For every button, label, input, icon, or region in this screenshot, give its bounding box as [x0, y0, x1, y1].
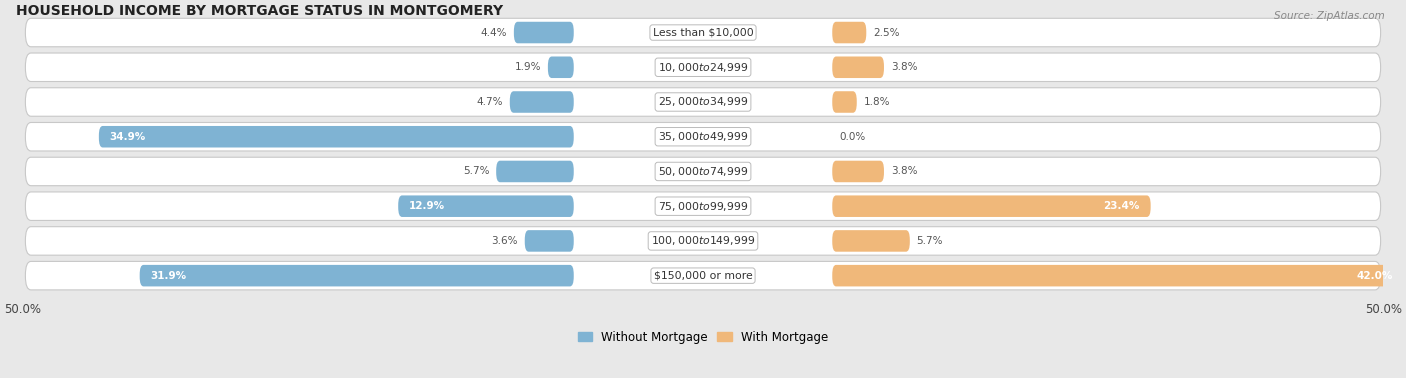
Text: $10,000 to $24,999: $10,000 to $24,999: [658, 61, 748, 74]
FancyBboxPatch shape: [832, 230, 910, 252]
FancyBboxPatch shape: [25, 53, 1381, 82]
Text: 31.9%: 31.9%: [150, 271, 187, 280]
Text: $75,000 to $99,999: $75,000 to $99,999: [658, 200, 748, 213]
Text: 1.9%: 1.9%: [515, 62, 541, 72]
FancyBboxPatch shape: [832, 22, 866, 43]
FancyBboxPatch shape: [25, 88, 1381, 116]
Text: 4.4%: 4.4%: [481, 28, 508, 37]
Text: 3.8%: 3.8%: [891, 166, 917, 177]
FancyBboxPatch shape: [25, 227, 1381, 255]
FancyBboxPatch shape: [524, 230, 574, 252]
FancyBboxPatch shape: [832, 161, 884, 182]
Text: Source: ZipAtlas.com: Source: ZipAtlas.com: [1274, 11, 1385, 21]
Text: 0.0%: 0.0%: [839, 132, 865, 142]
Text: 1.8%: 1.8%: [863, 97, 890, 107]
Text: 42.0%: 42.0%: [1357, 271, 1393, 280]
Text: 3.6%: 3.6%: [492, 236, 517, 246]
Text: $150,000 or more: $150,000 or more: [654, 271, 752, 280]
FancyBboxPatch shape: [832, 195, 1150, 217]
Text: Less than $10,000: Less than $10,000: [652, 28, 754, 37]
FancyBboxPatch shape: [25, 157, 1381, 186]
Text: 5.7%: 5.7%: [917, 236, 943, 246]
Text: 2.5%: 2.5%: [873, 28, 900, 37]
FancyBboxPatch shape: [832, 91, 856, 113]
Text: 23.4%: 23.4%: [1104, 201, 1140, 211]
Text: 12.9%: 12.9%: [409, 201, 446, 211]
Text: $50,000 to $74,999: $50,000 to $74,999: [658, 165, 748, 178]
FancyBboxPatch shape: [25, 18, 1381, 47]
FancyBboxPatch shape: [513, 22, 574, 43]
FancyBboxPatch shape: [510, 91, 574, 113]
Text: 4.7%: 4.7%: [477, 97, 503, 107]
FancyBboxPatch shape: [832, 265, 1403, 287]
Text: 3.8%: 3.8%: [891, 62, 917, 72]
FancyBboxPatch shape: [98, 126, 574, 147]
FancyBboxPatch shape: [139, 265, 574, 287]
FancyBboxPatch shape: [25, 192, 1381, 220]
FancyBboxPatch shape: [25, 262, 1381, 290]
Text: HOUSEHOLD INCOME BY MORTGAGE STATUS IN MONTGOMERY: HOUSEHOLD INCOME BY MORTGAGE STATUS IN M…: [15, 4, 503, 18]
Text: 34.9%: 34.9%: [110, 132, 146, 142]
FancyBboxPatch shape: [25, 122, 1381, 151]
Text: 5.7%: 5.7%: [463, 166, 489, 177]
FancyBboxPatch shape: [548, 56, 574, 78]
Legend: Without Mortgage, With Mortgage: Without Mortgage, With Mortgage: [574, 326, 832, 348]
FancyBboxPatch shape: [832, 56, 884, 78]
Text: $100,000 to $149,999: $100,000 to $149,999: [651, 234, 755, 248]
Text: $25,000 to $34,999: $25,000 to $34,999: [658, 96, 748, 108]
Text: $35,000 to $49,999: $35,000 to $49,999: [658, 130, 748, 143]
FancyBboxPatch shape: [398, 195, 574, 217]
FancyBboxPatch shape: [496, 161, 574, 182]
